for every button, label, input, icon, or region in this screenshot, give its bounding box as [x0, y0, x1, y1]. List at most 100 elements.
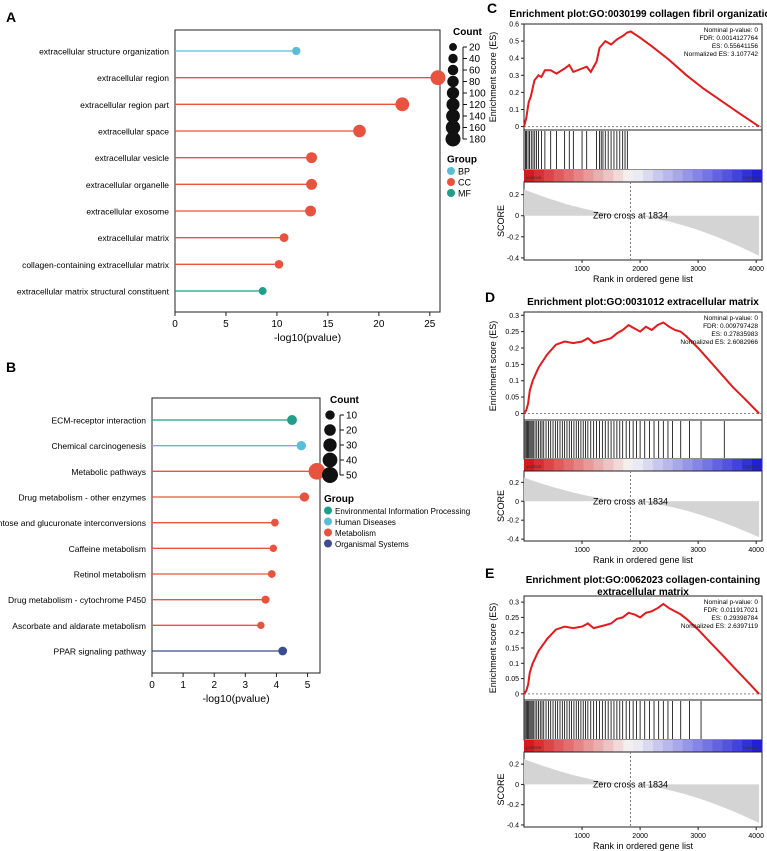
lollipop-point	[395, 97, 410, 112]
rank-gradient-segment	[613, 459, 624, 471]
stat-line: FDR: 0.0014127764	[699, 35, 758, 42]
rank-gradient-segment	[623, 740, 634, 752]
lollipop-point	[305, 205, 316, 217]
group-legend-label: Environmental Information Processing	[335, 507, 470, 516]
rank-gradient-segment	[692, 740, 703, 752]
x-tick-label: 3	[243, 680, 249, 691]
score-y-tick-label: 0	[515, 213, 519, 220]
size-legend-dot	[324, 424, 336, 436]
y-tick-label: 0.5	[509, 39, 519, 46]
y-tick-label: 0	[515, 124, 519, 131]
score-axis-label: SCORE	[496, 773, 506, 805]
x-tick-label: 20	[373, 319, 385, 330]
panel-label-e: E	[485, 565, 494, 581]
rank-bar-right-label: negative	[743, 745, 761, 750]
x-tick-label: 2000	[632, 547, 648, 554]
rank-gradient-segment	[633, 170, 644, 182]
rank-gradient-segment	[662, 459, 674, 471]
x-tick-label: 2000	[632, 266, 648, 273]
y-axis-label: Enrichment score (ES)	[488, 32, 498, 123]
rank-gradient-segment	[742, 459, 753, 471]
size-legend-dot	[447, 75, 459, 88]
group-legend-dot	[324, 517, 332, 526]
lollipop-point	[292, 46, 301, 56]
rank-gradient-segment	[613, 740, 624, 752]
panel-a-lollipop-chart: extracellular structure organization extr…	[17, 27, 486, 344]
score-y-tick-label: -0.4	[507, 537, 519, 544]
rank-gradient-segment	[672, 459, 684, 471]
rank-gradient-segment	[752, 740, 763, 752]
score-y-tick-label: -0.2	[507, 234, 519, 241]
group-legend-dot	[324, 506, 332, 515]
y-tick-label: 0.15	[505, 646, 519, 653]
size-legend-dot	[325, 410, 335, 420]
x-tick-label: 25	[424, 319, 436, 330]
y-tick-label: 0.1	[509, 661, 519, 668]
size-legend-dot	[446, 109, 460, 123]
size-legend-value: 40	[346, 456, 358, 467]
size-legend-value: 120	[469, 100, 486, 111]
rank-bar-left-label: positive	[526, 464, 542, 469]
rank-gradient-segment	[613, 170, 624, 182]
rank-gradient-segment	[643, 740, 654, 752]
score-axis-label: SCORE	[496, 490, 506, 522]
rank-gradient-segment	[603, 459, 614, 471]
rank-gradient-segment	[593, 740, 604, 752]
stat-line: Nominal p-value: 0	[704, 315, 759, 322]
rank-gradient-segment	[633, 459, 644, 471]
stat-line: FDR: 0.009797428	[703, 323, 758, 330]
panel-b-lollipop-chart: ECM-receptor interaction Chemical carcino…	[0, 395, 470, 705]
lollipop-point	[430, 70, 446, 86]
x-tick-label: 1	[180, 680, 186, 691]
lollipop-point	[269, 544, 278, 553]
score-y-tick-label: 0.2	[509, 480, 519, 487]
group-legend-dot	[324, 528, 332, 537]
group-legend-label: CC	[458, 178, 471, 188]
category-label: ECM-receptor interaction	[52, 416, 147, 426]
rank-gradient-segment	[752, 459, 763, 471]
category-label: Retinol metabolism	[74, 570, 146, 580]
size-legend-value: 140	[469, 112, 486, 123]
rank-gradient-segment	[652, 170, 664, 182]
stat-line: ES: 0.55641156	[712, 43, 759, 50]
size-legend-title: Count	[453, 27, 483, 38]
zero-cross-label: Zero cross at 1834	[593, 496, 668, 506]
rank-gradient-segment	[662, 740, 674, 752]
rank-gradient-segment	[712, 740, 723, 752]
lollipop-point	[308, 463, 326, 480]
category-label: extracellular exosome	[86, 207, 169, 217]
rank-gradient-segment	[593, 459, 604, 471]
stat-line: Normalized ES: 3.107742	[684, 51, 758, 58]
x-tick-label: 4000	[748, 266, 764, 273]
rank-gradient-segment	[553, 170, 565, 182]
y-axis-label: Enrichment score (ES)	[488, 321, 498, 412]
rank-gradient-segment	[533, 459, 545, 471]
x-axis-label: -log10(pvalue)	[202, 693, 269, 705]
size-legend-dot	[446, 86, 460, 100]
y-tick-label: 0.3	[509, 313, 519, 320]
stat-line: ES: 0.29398784	[711, 615, 758, 622]
x-tick-label: 1000	[574, 547, 590, 554]
category-label: extracellular structure organization	[39, 47, 169, 57]
x-tick-label: 10	[271, 319, 283, 330]
rank-gradient-segment	[623, 459, 634, 471]
stat-line: Normalized ES: 2.6082966	[680, 339, 758, 346]
rank-gradient-segment	[732, 170, 743, 182]
lollipop-point	[261, 595, 270, 604]
x-tick-label: 4	[274, 680, 280, 691]
es-curve	[523, 30, 760, 128]
rank-gradient-segment	[603, 170, 614, 182]
size-legend-value: 60	[469, 66, 481, 77]
category-label: extracellular region	[97, 73, 169, 83]
ranked-score-area	[524, 189, 760, 256]
lollipop-point	[257, 621, 265, 630]
size-legend-dot	[445, 120, 461, 135]
stat-line: ES: 0.27835983	[711, 331, 758, 338]
category-label: Drug metabolism - cytochrome P450	[8, 595, 146, 605]
x-tick-label: 15	[322, 319, 334, 330]
rank-gradient-segment	[543, 459, 555, 471]
panel-label-d: D	[485, 289, 495, 305]
panel-e-enrichment-plot: Enrichment plot:GO:0062023 collagen-cont…	[488, 575, 764, 851]
x-tick-label: 1000	[574, 833, 590, 840]
